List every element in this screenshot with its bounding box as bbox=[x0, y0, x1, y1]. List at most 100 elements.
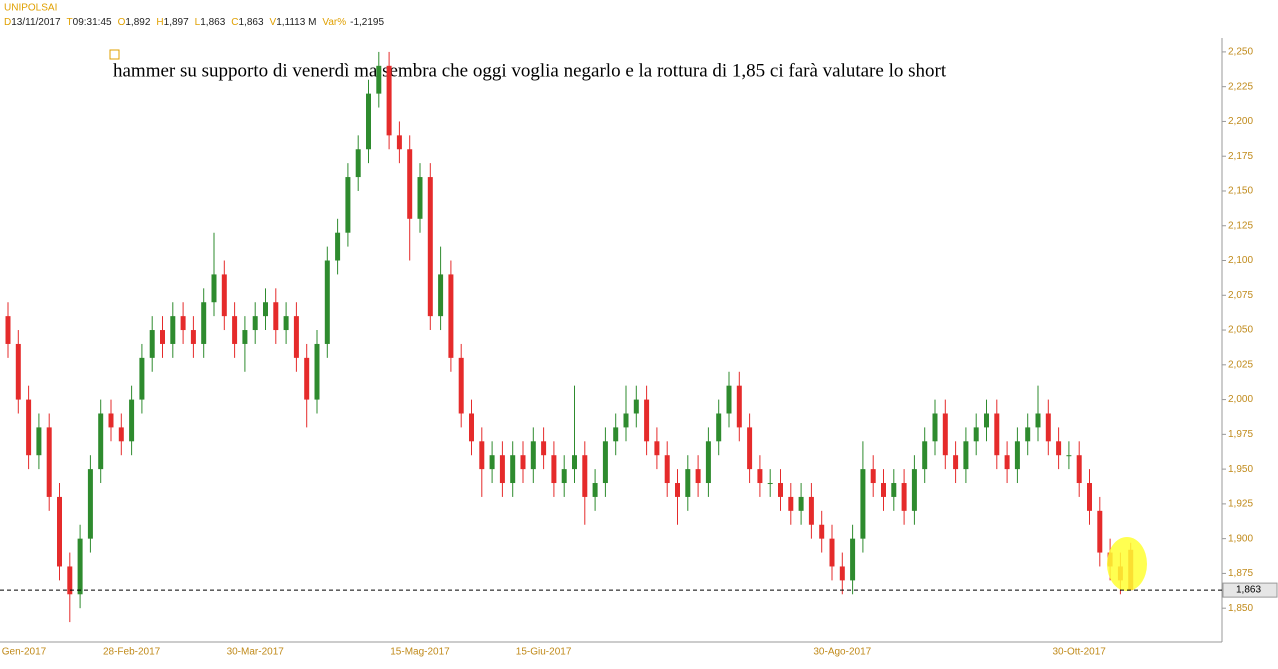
candle-body bbox=[695, 469, 701, 484]
candle-body bbox=[438, 274, 444, 317]
candle-body bbox=[675, 483, 680, 497]
candle-body bbox=[448, 274, 454, 358]
field-value: -1,2195 bbox=[350, 17, 384, 28]
field-value: 1,892 bbox=[125, 17, 150, 28]
candle-body bbox=[901, 483, 907, 511]
candle-body bbox=[67, 566, 73, 595]
candle-body bbox=[788, 496, 794, 511]
symbol: UNIPOLSAI bbox=[4, 3, 57, 14]
y-tick-label: 2,200 bbox=[1228, 116, 1253, 127]
candle-body bbox=[273, 302, 279, 331]
plot: 1,850 1,875 1,900 1,925 1,950 1,975 2,000 2,025… bbox=[2, 47, 1254, 658]
candle-body bbox=[57, 496, 62, 567]
candle-body bbox=[1045, 413, 1051, 442]
candle-body bbox=[314, 343, 320, 400]
candle-body bbox=[870, 469, 876, 484]
y-tick-label: 2,100 bbox=[1228, 255, 1253, 266]
candle-body bbox=[520, 455, 526, 470]
candle-body bbox=[335, 232, 341, 261]
field-value: 1,863 bbox=[239, 17, 264, 28]
candle-body bbox=[211, 274, 217, 303]
candle-body bbox=[499, 455, 505, 484]
candle-body bbox=[355, 149, 361, 178]
candle-body bbox=[129, 399, 135, 442]
x-tick-label: 30-Ago-2017 bbox=[813, 647, 871, 658]
candle-body bbox=[1066, 455, 1072, 457]
candle-body bbox=[808, 496, 814, 525]
candle-body bbox=[252, 316, 258, 331]
annotation: hammer su supporto di venerdì ma sembra … bbox=[113, 60, 947, 81]
candle-body bbox=[819, 524, 825, 539]
y-tick-label: 1,925 bbox=[1228, 499, 1253, 510]
candle-body bbox=[541, 441, 547, 456]
candle-body bbox=[891, 483, 897, 497]
candle-body bbox=[1014, 441, 1020, 470]
x-tick-label: 28-Feb-2017 bbox=[103, 647, 161, 658]
candle-body bbox=[747, 427, 753, 470]
candle-body bbox=[829, 538, 835, 567]
highlight bbox=[1107, 537, 1147, 591]
candle-body bbox=[510, 455, 516, 484]
front: 1,863 bbox=[0, 582, 1278, 598]
candle-body bbox=[839, 566, 845, 581]
candle-body bbox=[778, 483, 783, 497]
candle-body bbox=[561, 469, 567, 484]
field-value: 1,897 bbox=[164, 17, 189, 28]
y-tick-label: 2,000 bbox=[1228, 394, 1253, 405]
candle-body bbox=[458, 357, 464, 414]
candle-body bbox=[366, 93, 371, 150]
candle-body bbox=[551, 455, 557, 484]
candle-body bbox=[530, 441, 536, 470]
field-value: 09:31:45 bbox=[73, 17, 112, 28]
candle-body bbox=[633, 399, 639, 414]
header-fields: D13/11/2017 T09:31:45 O1,892 H1,897 L1,863 C1… bbox=[4, 17, 384, 28]
field-key: Var% bbox=[322, 17, 346, 28]
candle-body bbox=[345, 177, 351, 233]
candle-body bbox=[324, 260, 330, 344]
candle-body bbox=[602, 441, 608, 484]
field-value: 1,1113 M bbox=[276, 17, 316, 28]
y-tick-label: 1,900 bbox=[1228, 533, 1253, 544]
annotation-marker bbox=[109, 49, 120, 60]
last-price-box bbox=[1222, 582, 1278, 598]
candle-body bbox=[685, 469, 691, 497]
candle-body bbox=[304, 357, 310, 400]
last-price-label: 1,863 bbox=[1236, 585, 1261, 596]
candle-body bbox=[293, 316, 299, 358]
candle-body bbox=[170, 316, 176, 344]
y-tick-label: 2,250 bbox=[1228, 47, 1253, 58]
candle-body bbox=[1076, 455, 1082, 484]
field-value: 1,863 bbox=[200, 17, 225, 28]
candle-body bbox=[654, 441, 660, 456]
candle-body bbox=[77, 538, 83, 595]
candle-body bbox=[87, 469, 93, 539]
candle-body bbox=[190, 330, 196, 344]
candle-body bbox=[180, 316, 186, 331]
y-tick-label: 1,950 bbox=[1228, 464, 1253, 475]
y-tick-label: 2,150 bbox=[1228, 186, 1253, 197]
header-line: D13/11/2017 T09:31:45 O1,892 H1,897 L1,863 C1… bbox=[4, 17, 384, 28]
candle-body bbox=[108, 413, 114, 428]
candle-body bbox=[798, 496, 804, 511]
candle-body bbox=[973, 427, 979, 442]
y-tick-label: 2,125 bbox=[1228, 220, 1253, 231]
y-tick-label: 1,975 bbox=[1228, 429, 1253, 440]
candle-body bbox=[942, 413, 948, 456]
candle-body bbox=[736, 385, 742, 428]
candle-body bbox=[623, 413, 629, 428]
candle-body bbox=[994, 413, 1000, 456]
candle-body bbox=[922, 441, 928, 470]
candle-body bbox=[407, 149, 413, 219]
candle-body bbox=[376, 65, 382, 94]
candle-body bbox=[36, 427, 42, 456]
candle-body bbox=[984, 413, 989, 428]
candle-body bbox=[716, 413, 722, 442]
candle-body bbox=[963, 441, 969, 470]
candle-body bbox=[5, 316, 11, 344]
y-tick-label: 2,225 bbox=[1228, 81, 1253, 92]
candle-body bbox=[881, 483, 886, 497]
candle-body bbox=[479, 441, 485, 470]
candle-body bbox=[664, 455, 670, 484]
